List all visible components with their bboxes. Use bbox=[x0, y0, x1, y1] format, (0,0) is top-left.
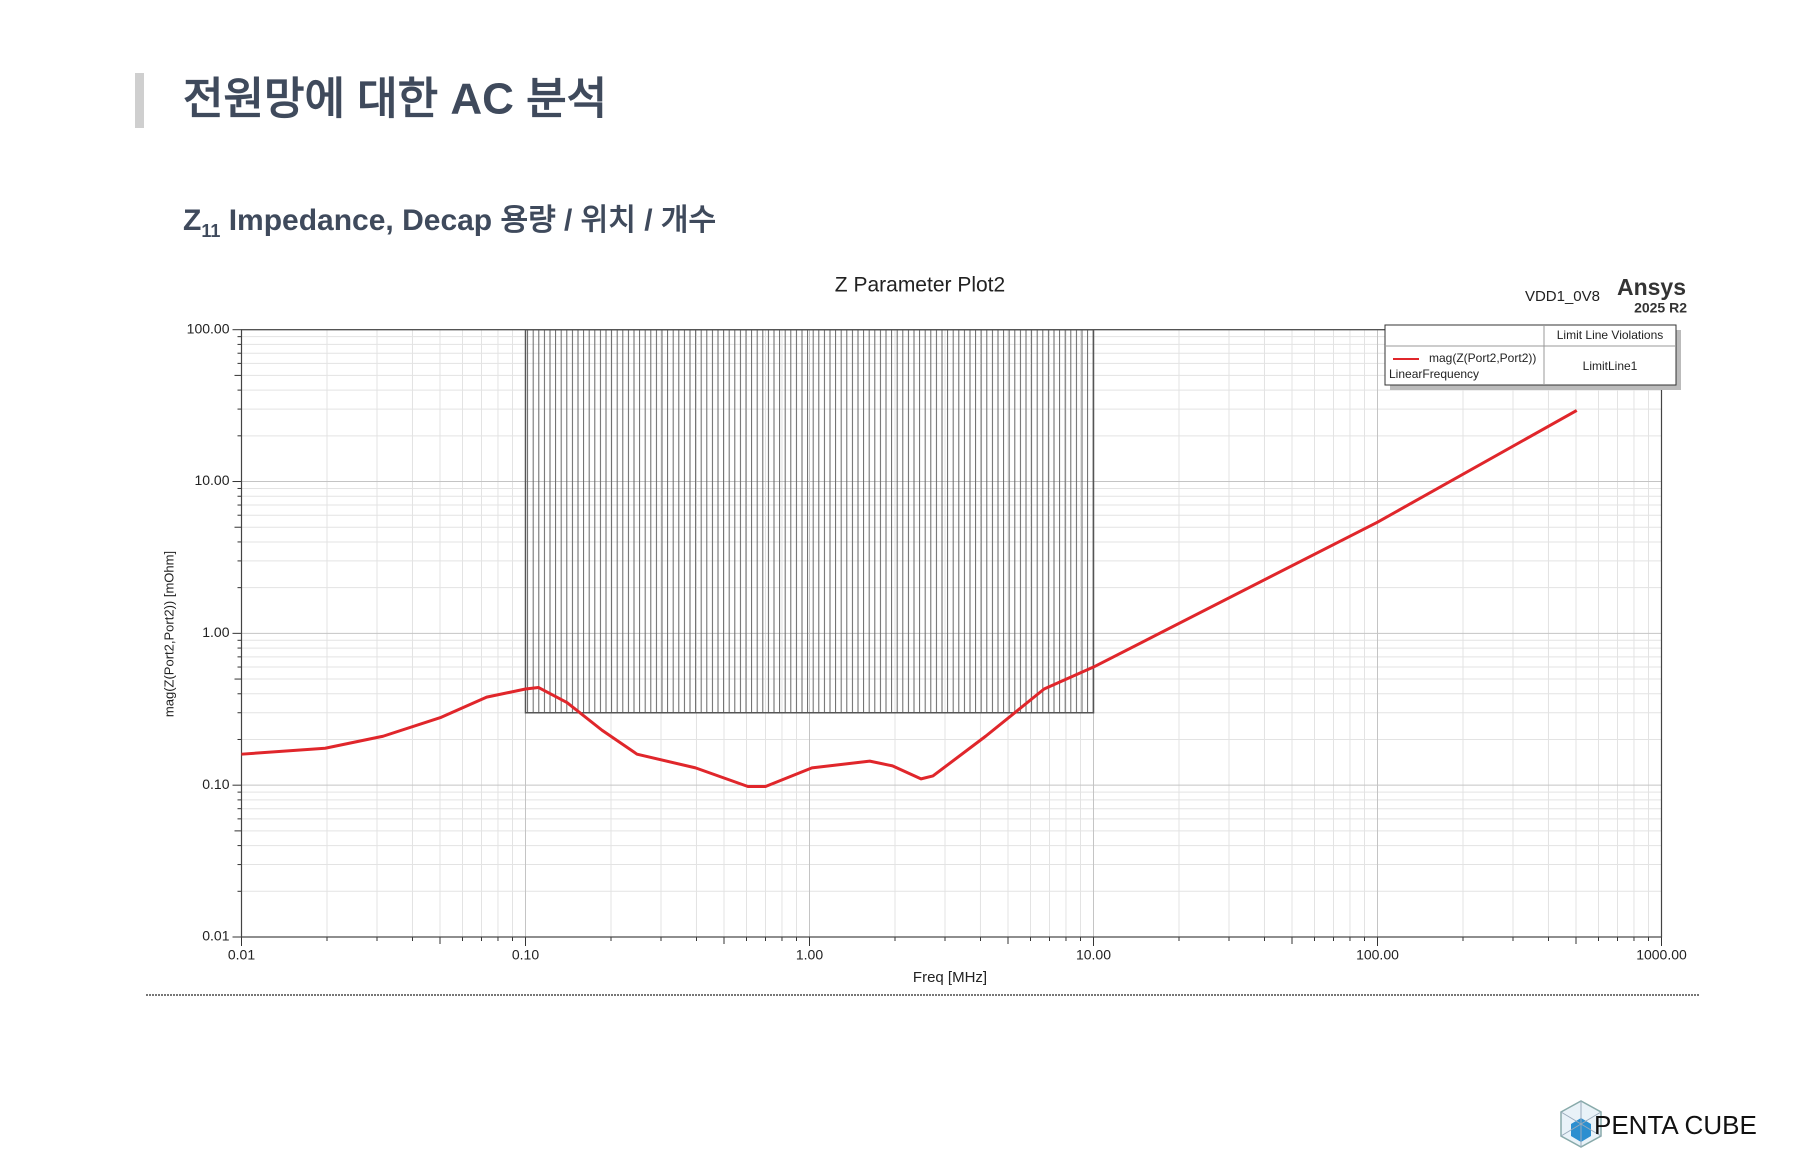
legend-entry: LimitLine1 bbox=[1583, 359, 1638, 373]
design-name: VDD1_0V8 bbox=[1525, 288, 1600, 305]
x-tick-label: 10.00 bbox=[1076, 947, 1111, 963]
y-tick-label: 10.00 bbox=[194, 472, 229, 488]
subtitle-text: Impedance, Decap 용량 / 위치 / 개수 bbox=[220, 204, 716, 237]
x-tick-label: 1000.00 bbox=[1636, 947, 1687, 963]
y-axis-label: mag(Z(Port2,Port2)) [mOhm] bbox=[161, 551, 176, 717]
title-bar bbox=[135, 73, 144, 128]
x-axis-label: Freq [MHz] bbox=[913, 969, 987, 986]
legend-note: LinearFrequency bbox=[1389, 367, 1479, 381]
slide-subtitle: Z11 Impedance, Decap 용량 / 위치 / 개수 bbox=[183, 204, 716, 241]
logo-text: PENTA CUBE bbox=[1594, 1110, 1757, 1140]
x-tick-label: 1.00 bbox=[796, 947, 823, 963]
legend-box bbox=[1384, 324, 1677, 386]
subtitle-subscript: 11 bbox=[201, 221, 220, 241]
legend-header: Limit Line Violations bbox=[1557, 328, 1664, 342]
limit-region bbox=[524, 328, 1095, 714]
y-tick-label: 0.10 bbox=[202, 776, 229, 792]
brand: Ansys bbox=[1617, 274, 1686, 300]
x-tick-label: 0.10 bbox=[512, 947, 539, 963]
series-line bbox=[241, 409, 1578, 789]
version: 2025 R2 bbox=[1634, 300, 1687, 316]
logo: PENTA CUBE bbox=[1560, 1100, 1757, 1148]
y-tick-label: 100.00 bbox=[187, 320, 230, 336]
subtitle-symbol: Z bbox=[183, 204, 201, 237]
slide-title: 전원망에 대한 AC 분석 bbox=[183, 75, 607, 124]
y-tick-label: 0.01 bbox=[202, 928, 229, 944]
x-tick-label: 100.00 bbox=[1356, 947, 1399, 963]
y-tick-label: 1.00 bbox=[202, 624, 229, 640]
x-tick-label: 0.01 bbox=[228, 947, 255, 963]
chart-title: Z Parameter Plot2 bbox=[835, 274, 1005, 297]
chart: 0.01 0.10 1.00 10.00 100.00 1000.00 0.01 0.10 1.… bbox=[187, 320, 1687, 962]
legend-entry: mag(Z(Port2,Port2)) bbox=[1429, 351, 1536, 365]
